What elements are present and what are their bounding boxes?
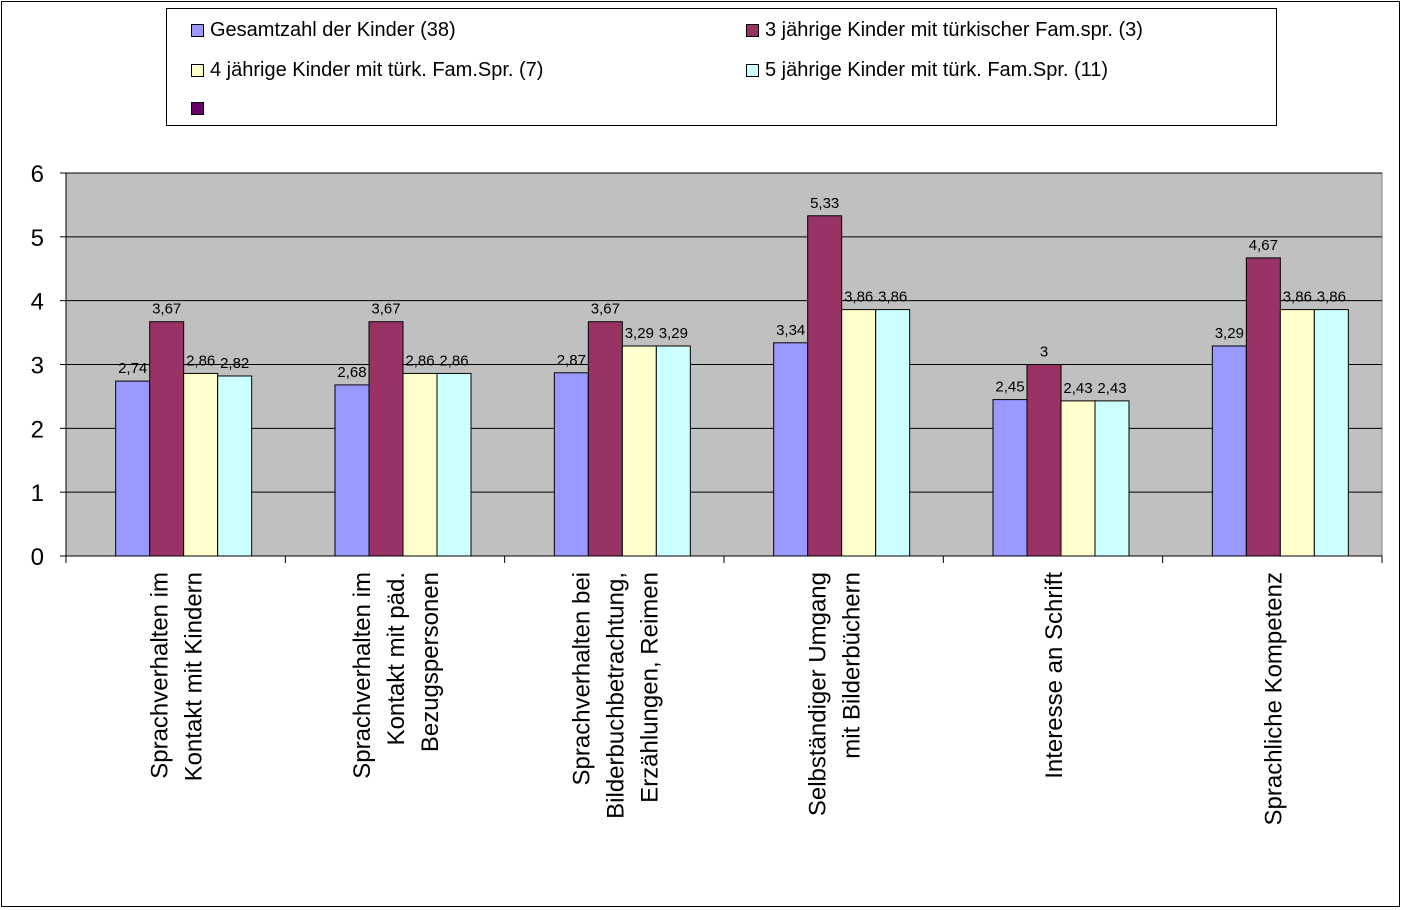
y-tick-label: 6: [31, 161, 44, 188]
bar: [334, 384, 370, 557]
legend-swatch: [191, 63, 204, 77]
legend-item-5-jaehrige: 5 jährige Kinder mit türk. Fam.Spr. (11): [746, 57, 1108, 83]
x-tick-label: mit Bilderbüchern: [839, 572, 866, 759]
data-label: 5,33: [810, 195, 839, 212]
data-label: 3,86: [844, 289, 873, 306]
bar: [992, 399, 1028, 557]
legend-swatch: [746, 63, 759, 77]
bar: [368, 321, 404, 557]
legend-item-4-jaehrige: 4 jährige Kinder mit türk. Fam.Spr. (7): [191, 57, 543, 83]
data-label: 2,43: [1097, 380, 1126, 397]
bar: [1026, 364, 1062, 557]
x-tick-label: Sprachverhalten im: [349, 572, 376, 779]
legend-swatch: [746, 23, 759, 37]
data-label: 2,43: [1063, 380, 1092, 397]
x-tick-label: Sprachverhalten bei: [568, 572, 595, 785]
data-label: 2,68: [337, 364, 366, 381]
data-label: 3,67: [371, 301, 400, 318]
bar: [807, 215, 843, 557]
bar: [553, 372, 589, 557]
legend-label: 5 jährige Kinder mit türk. Fam.Spr. (11): [765, 58, 1109, 81]
data-label: 3,86: [1317, 289, 1346, 306]
bar: [621, 345, 657, 557]
legend-label: Gesamtzahl der Kinder (38): [210, 18, 456, 41]
chart-legend: Gesamtzahl der Kinder (38) 3 jährige Kin…: [166, 8, 1277, 126]
y-tick-label: 2: [31, 416, 44, 443]
data-label: 3,29: [659, 325, 688, 342]
bar: [773, 342, 809, 557]
data-label: 3,34: [776, 322, 805, 339]
legend-item-unnamed: [191, 95, 210, 121]
bar: [183, 372, 219, 557]
bar: [149, 321, 185, 557]
data-label: 2,45: [995, 379, 1024, 396]
bar: [1313, 309, 1349, 557]
x-tick-label: Kontakt mit Kindern: [181, 572, 208, 781]
data-label: 3,86: [1283, 289, 1312, 306]
x-tick-label: Kontakt mit päd.: [383, 572, 410, 745]
x-tick-label: Interesse an Schrift: [1041, 572, 1068, 779]
x-tick-label: Sprachliche Kompetenz: [1260, 572, 1287, 825]
x-tick-label: Bilderbuchbetrachtung,: [602, 572, 629, 819]
legend-label: 3 jährige Kinder mit türkischer Fam.spr.…: [765, 18, 1143, 41]
data-label: 4,67: [1249, 237, 1278, 254]
y-tick-label: 3: [31, 353, 44, 380]
bar: [217, 375, 253, 557]
data-label: 3,86: [878, 289, 907, 306]
data-label: 3,67: [591, 301, 620, 318]
x-tick-label: Erzählungen, Reimen: [636, 572, 663, 803]
legend-swatch: [191, 101, 204, 115]
data-label: 2,86: [405, 352, 434, 369]
data-label: 2,87: [557, 352, 586, 369]
bar: [587, 321, 623, 557]
data-label: 3: [1040, 344, 1048, 361]
y-tick-label: 1: [31, 480, 44, 507]
x-tick-label: Bezugspersonen: [417, 572, 444, 752]
data-label: 2,74: [118, 360, 147, 377]
x-tick-label: Sprachverhalten im: [147, 572, 174, 779]
legend-item-3-jaehrige: 3 jährige Kinder mit türkischer Fam.spr.…: [746, 17, 1143, 43]
data-label: 2,86: [439, 352, 468, 369]
x-tick-label: Selbständiger Umgang: [805, 572, 832, 816]
legend-item-gesamtzahl: Gesamtzahl der Kinder (38): [191, 17, 456, 43]
bar: [1094, 400, 1130, 557]
bar: [1279, 309, 1315, 557]
bar: [1060, 400, 1096, 557]
y-tick-label: 5: [31, 225, 44, 252]
bar: [1211, 345, 1247, 557]
legend-label: 4 jährige Kinder mit türk. Fam.Spr. (7): [210, 58, 544, 81]
bar: [115, 380, 151, 557]
data-label: 3,29: [625, 325, 654, 342]
bar: [436, 372, 472, 557]
bar: [1245, 257, 1281, 557]
data-label: 3,29: [1215, 325, 1244, 342]
data-label: 2,82: [220, 355, 249, 372]
bar: [655, 345, 691, 557]
data-label: 3,67: [152, 301, 181, 318]
legend-swatch: [191, 23, 204, 37]
bar: [841, 309, 877, 557]
data-label: 2,86: [186, 352, 215, 369]
y-tick-label: 0: [31, 544, 44, 571]
bar: [402, 372, 438, 557]
bar: [875, 309, 911, 557]
y-tick-label: 4: [31, 289, 44, 316]
